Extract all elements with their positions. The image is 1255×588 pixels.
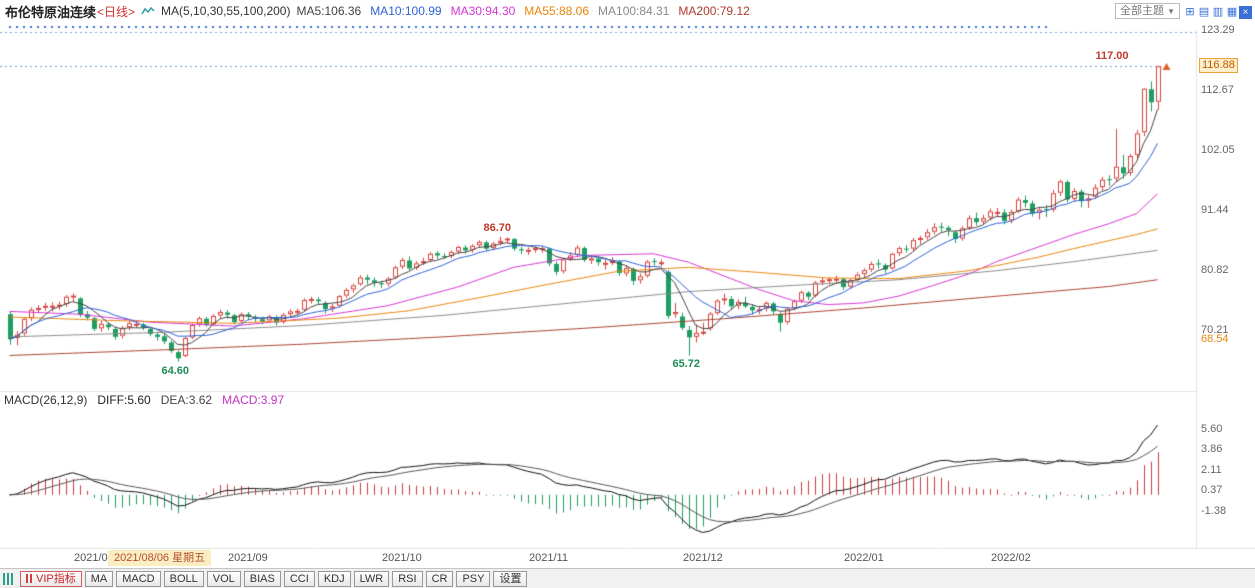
dea-value: DEA:3.62	[160, 393, 213, 407]
crosshair-date: 2021/08/06 星期五	[108, 550, 212, 566]
indicator-icon	[141, 6, 155, 17]
indicator-tab[interactable]: MACD	[116, 570, 161, 587]
date-axis: 2021/08 2021/09 2021/10 2021/11 2021/12 2022/…	[0, 549, 1255, 568]
indicator-tab[interactable]: PSY	[456, 570, 491, 587]
month-label: 2022/01	[844, 552, 884, 564]
ma5-value: MA5:106.36	[296, 4, 362, 18]
ma-settings-label: MA(5,10,30,55,100,200)	[161, 4, 291, 18]
indicator-tab[interactable]: MA	[84, 570, 114, 587]
ma200-value: MA200:79.12	[678, 4, 750, 18]
indicator-tab[interactable]: KDJ	[317, 570, 351, 587]
indicator-tab[interactable]: BOLL	[163, 570, 204, 587]
month-label: 2022/02	[991, 552, 1031, 564]
indicator-tab[interactable]: 设置	[493, 570, 528, 587]
macd-indicator-row: MACD(26,12,9) DIFF:5.60 DEA:3.62 MACD:3.97	[4, 393, 284, 407]
indicator-tab[interactable]: CCI	[283, 570, 315, 587]
macd-params-label: MACD(26,12,9)	[4, 393, 88, 407]
rows-layout-icon[interactable]: ▤	[1198, 6, 1210, 18]
ma-values-group: MA5:106.36 MA10:100.99 MA30:94.30 MA55:88.0…	[296, 4, 758, 18]
chart-list-icon[interactable]	[3, 572, 14, 585]
ma100-value: MA100:84.31	[598, 4, 670, 18]
header-controls: 全部主题 ▼ ⊞ ▤ ▥ ▦ ×	[1115, 2, 1252, 20]
period-selector[interactable]: <日线>	[97, 4, 136, 19]
month-label: 2021/10	[382, 552, 422, 564]
indicator-tab[interactable]: RSI	[392, 570, 423, 587]
indicator-tab[interactable]: CR	[425, 570, 454, 587]
month-label: 2021/11	[529, 552, 568, 564]
chevron-down-icon: ▼	[1167, 7, 1175, 16]
ma10-value: MA10:100.99	[370, 4, 442, 18]
month-label: 2021/12	[683, 552, 723, 564]
vip-tab-icon	[26, 574, 33, 583]
month-label: 2021/08	[74, 552, 114, 564]
indicator-tab[interactable]: LWR	[353, 570, 390, 587]
month-label: 2021/09	[228, 552, 268, 564]
grid-layout-icon[interactable]: ⊞	[1185, 6, 1195, 18]
diff-value: DIFF:5.60	[97, 393, 151, 407]
mosaic-layout-icon[interactable]: ▦	[1226, 6, 1238, 18]
theme-dropdown[interactable]: 全部主题 ▼	[1115, 3, 1180, 19]
indicator-tab[interactable]: VIP指标	[20, 570, 82, 587]
chart-header: 布伦特原油连续 <日线> MA(5,10,30,55,100,200) MA5:…	[0, 0, 1255, 22]
symbol-name: 布伦特原油连续	[5, 4, 97, 20]
ma30-value: MA30:94.30	[450, 4, 516, 18]
indicator-tab[interactable]: VOL	[206, 570, 241, 587]
indicator-toolbar: VIP指标 MA MACD BOLL VOL BIAS CCI KDJ LWR RSI CR PSY 设…	[0, 568, 1255, 588]
ma55-value: MA55:88.06	[524, 4, 590, 18]
macd-value: MACD:3.97	[222, 393, 285, 407]
close-icon[interactable]: ×	[1239, 6, 1252, 19]
indicator-tab[interactable]: BIAS	[243, 570, 281, 587]
columns-layout-icon[interactable]: ▥	[1212, 6, 1224, 18]
